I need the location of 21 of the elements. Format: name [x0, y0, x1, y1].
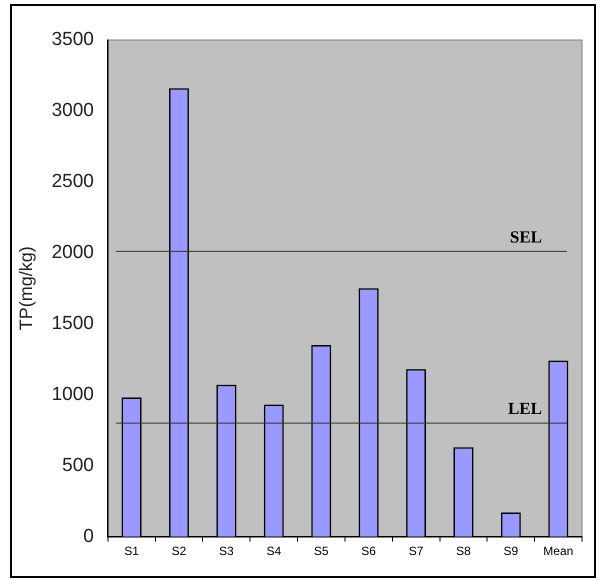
y-tick-label: 1500 [52, 313, 94, 334]
x-tick-label: S5 [314, 544, 329, 558]
ref-line-label: SEL [510, 227, 542, 246]
y-tick-label: 2000 [52, 242, 94, 264]
y-tick-label: 0 [83, 526, 94, 547]
x-tick-label: S4 [266, 544, 282, 558]
x-tick-label: S7 [408, 544, 424, 558]
x-tick-label: S9 [504, 544, 519, 558]
x-tick-label: S3 [219, 544, 234, 558]
y-tick-label: 3500 [52, 29, 94, 50]
y-tick-label: 2500 [52, 171, 94, 192]
y-tick-label: 3000 [52, 100, 94, 122]
x-tick-label: Mean [543, 544, 574, 558]
x-tick-label: S6 [361, 544, 376, 558]
ref-line-label: LEL [508, 398, 542, 418]
y-tick-label: 1000 [52, 384, 94, 405]
y-axis-title: TP(mg/kg) [16, 246, 36, 330]
x-tick-label: S2 [172, 544, 187, 558]
y-tick-label: 500 [62, 454, 94, 476]
x-tick-label: S8 [456, 544, 472, 558]
x-tick-label: S1 [124, 544, 140, 558]
